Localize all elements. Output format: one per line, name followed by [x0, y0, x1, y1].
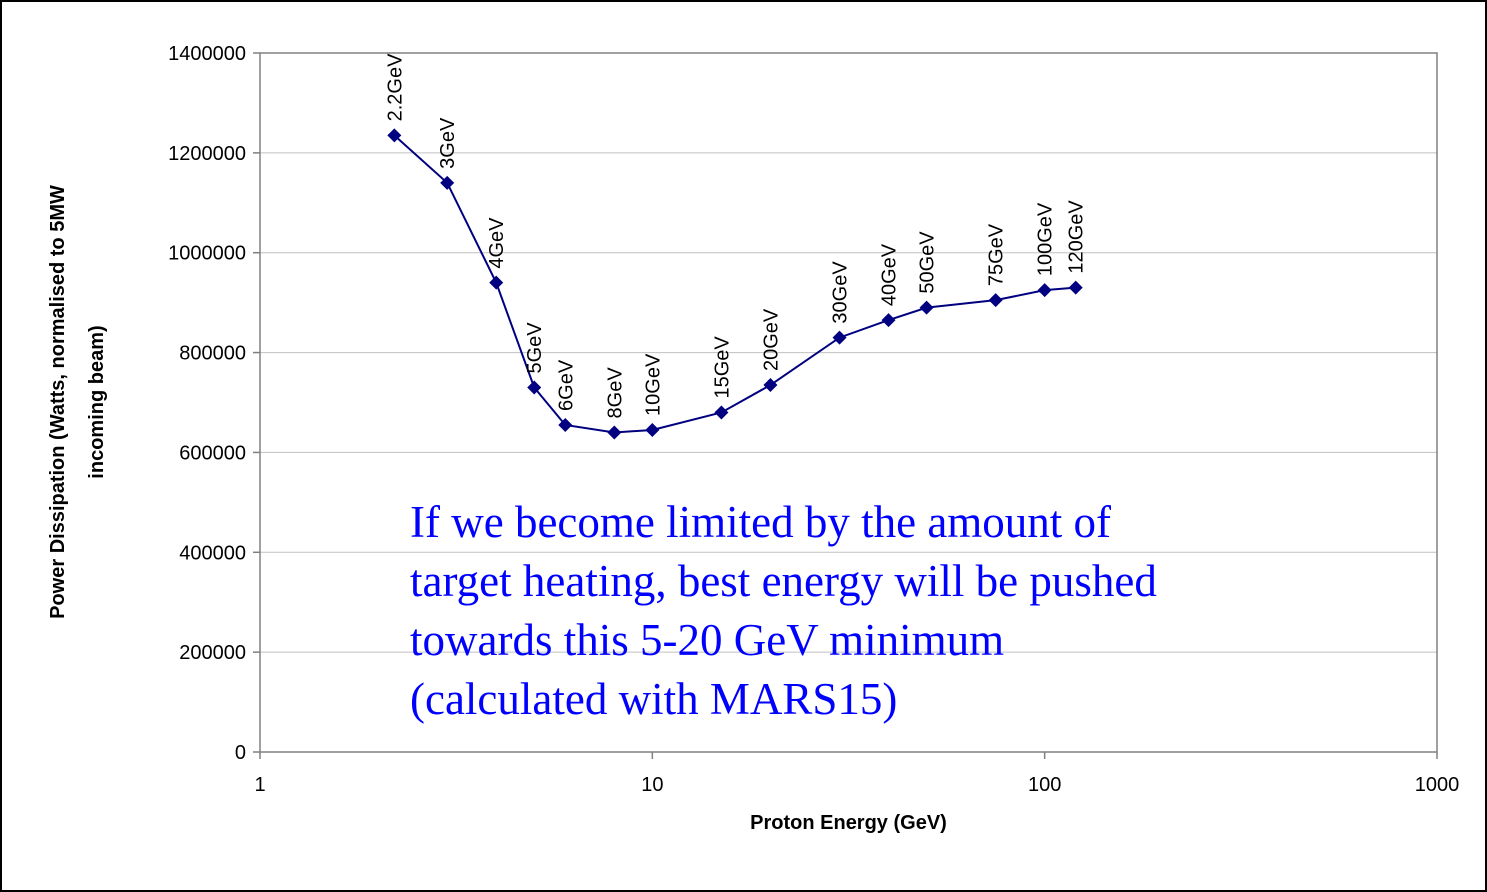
- point-label: 2.2GeV: [384, 53, 406, 121]
- data-marker: [832, 330, 847, 345]
- x-tick-label: 10: [641, 774, 663, 796]
- point-label: 8GeV: [604, 367, 626, 419]
- y-axis-title: Power Dissipation (Watts, normalised to …: [47, 185, 69, 619]
- point-label: 20GeV: [760, 308, 782, 371]
- y-tick-label: 1400000: [168, 43, 246, 65]
- data-marker: [558, 417, 573, 432]
- data-marker: [607, 425, 622, 440]
- annotation: target heating, best energy will be push…: [410, 556, 1157, 606]
- data-marker: [489, 275, 504, 290]
- data-marker: [988, 293, 1003, 308]
- point-label: 5GeV: [524, 322, 546, 374]
- y-tick-label: 200000: [179, 642, 246, 664]
- point-label: 75GeV: [986, 223, 1008, 286]
- y-tick-label: 600000: [179, 442, 246, 464]
- x-tick-label: 100: [1028, 774, 1061, 796]
- x-axis-title: Proton Energy (GeV): [750, 812, 947, 834]
- y-tick-label: 400000: [179, 542, 246, 564]
- data-marker: [1037, 283, 1052, 298]
- point-label: 120GeV: [1066, 200, 1088, 274]
- data-marker: [1068, 280, 1083, 295]
- annotation: towards this 5-20 GeV minimum: [410, 615, 1004, 665]
- y-tick-label: 1200000: [168, 143, 246, 165]
- data-marker: [919, 300, 934, 315]
- data-marker: [714, 405, 729, 420]
- point-label: 15GeV: [711, 336, 733, 399]
- data-marker: [881, 313, 896, 328]
- point-label: 6GeV: [555, 359, 577, 411]
- data-marker: [387, 128, 402, 143]
- y-tick-label: 0: [235, 742, 246, 764]
- y-tick-label: 800000: [179, 343, 246, 365]
- point-label: 3GeV: [437, 117, 459, 169]
- point-label: 100GeV: [1035, 202, 1057, 276]
- data-marker: [645, 422, 660, 437]
- point-label: 4GeV: [486, 217, 508, 269]
- data-marker: [440, 175, 455, 190]
- y-tick-label: 1000000: [168, 243, 246, 265]
- x-tick-label: 1: [254, 774, 265, 796]
- point-label: 40GeV: [879, 243, 901, 306]
- data-marker: [763, 378, 778, 393]
- plot-area: [259, 52, 1438, 753]
- x-tick-label: 1000: [1415, 774, 1460, 796]
- point-label: 50GeV: [917, 231, 939, 294]
- annotation: If we become limited by the amount of: [410, 497, 1111, 547]
- data-marker: [527, 380, 542, 395]
- annotation: (calculated with MARS15): [410, 674, 897, 724]
- point-label: 10GeV: [642, 353, 664, 416]
- y-axis-title: incoming beam): [86, 325, 108, 478]
- point-label: 30GeV: [830, 261, 852, 324]
